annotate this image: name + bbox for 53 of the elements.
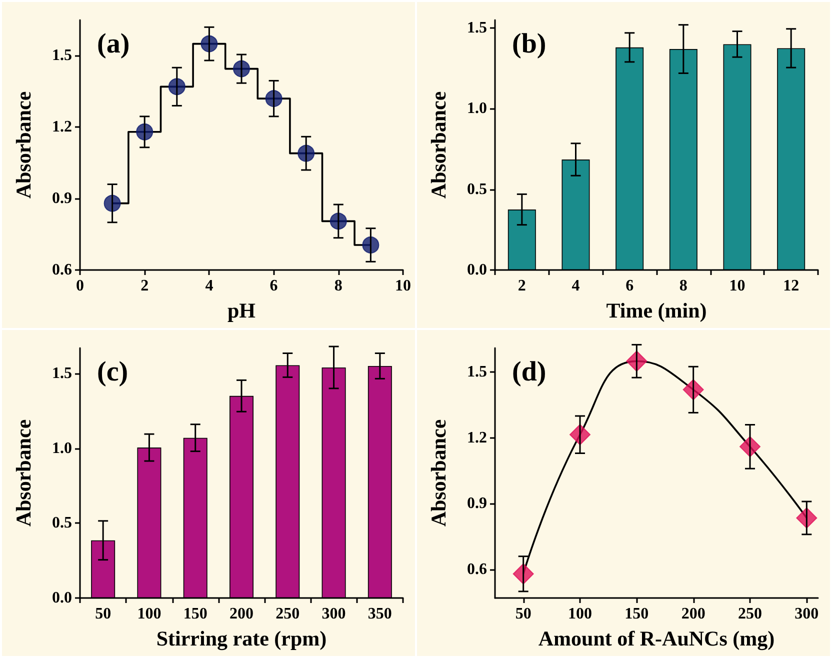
x-tick-label: 8 [679,278,688,294]
y-axis-title: Absorbance [12,91,36,199]
y-tick-label: 1.2 [52,118,72,136]
y-axis-title: Absorbance [426,419,450,527]
y-tick-label: 1.0 [467,100,487,118]
x-tick-label: 4 [572,278,580,294]
y-axis-title: Absorbance [12,419,36,527]
x-axis-title: Time (min) [606,298,707,322]
y-tick-label: 1.5 [467,20,487,37]
y-tick-label: 0.9 [467,495,487,512]
y-tick-label: 1.5 [52,364,72,382]
annotation: (a) [97,28,130,60]
x-tick-label: 350 [368,606,392,622]
x-tick-label: 50 [515,606,532,622]
y-tick-label: 0.0 [52,590,72,606]
y-tick-label: 1.5 [467,364,487,381]
x-tick-label: 10 [395,278,411,294]
x-tick-label: 250 [276,606,300,622]
x-tick-label: 2 [140,278,149,294]
x-tick-label: 200 [230,606,254,622]
x-tick-label: 8 [334,278,342,294]
x-tick-label: 6 [270,278,278,294]
y-tick-label: 0.5 [52,514,72,532]
y-tick-label: 1.0 [52,440,72,457]
x-tick-label: 150 [624,606,649,622]
x-tick-label: 50 [95,606,112,622]
y-tick-label: 0.5 [467,180,487,198]
y-axis-title: Absorbance [426,91,450,199]
annotation: (d) [512,356,546,388]
x-axis-title: Amount of R-AuNCs (mg) [538,626,775,650]
x-tick-label: 300 [794,606,819,622]
x-tick-label: 100 [568,606,592,622]
y-tick-label: 0.0 [467,262,487,278]
x-tick-label: 2 [518,278,526,294]
x-axis-title: pH [227,298,256,322]
annotation: (c) [97,356,128,388]
x-tick-label: 100 [137,606,162,622]
y-tick-label: 1.5 [52,47,72,64]
x-tick-label: 0 [76,278,84,294]
x-tick-label: 4 [205,278,214,294]
y-tick-label: 0.9 [52,190,72,208]
y-tick-label: 0.6 [52,262,72,278]
y-tick-label: 1.2 [467,429,487,446]
x-tick-label: 200 [681,606,706,622]
x-tick-label: 12 [783,278,800,294]
annotation: (b) [512,28,546,60]
x-tick-label: 150 [183,606,208,622]
x-tick-label: 250 [738,606,762,622]
y-tick-label: 0.6 [467,560,487,578]
x-tick-label: 300 [322,606,346,622]
x-tick-label: 6 [626,278,634,294]
x-axis-title: Stirring rate (rpm) [156,626,327,650]
x-tick-label: 10 [729,278,746,294]
